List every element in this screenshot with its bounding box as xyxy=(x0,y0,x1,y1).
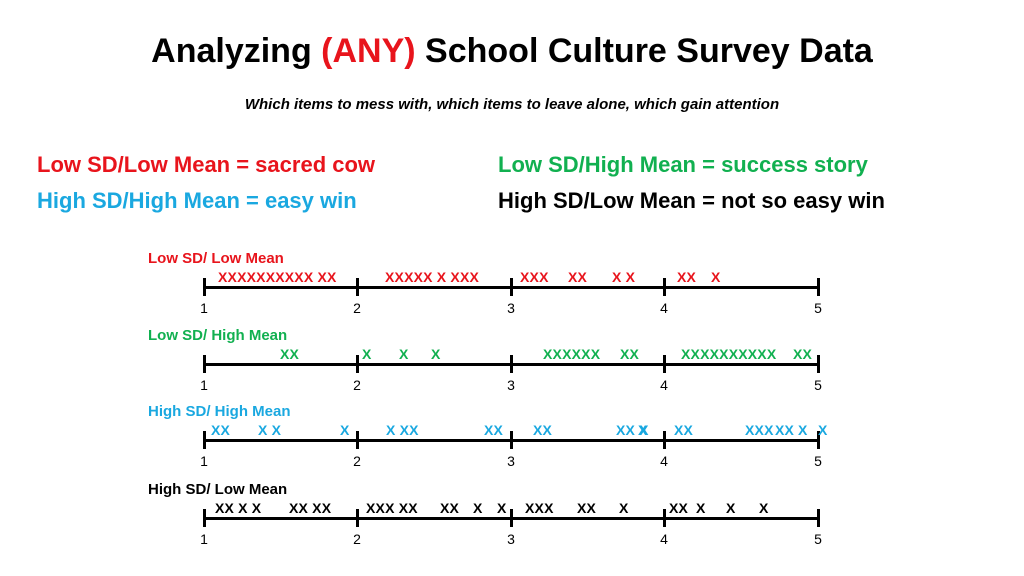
axis-tick-high-sd-high-mean-4 xyxy=(663,431,666,449)
plot-marks-high-sd-low-mean-7: XXX xyxy=(525,500,554,516)
axis-tick-high-sd-low-mean-2 xyxy=(356,509,359,527)
legend-high-sd-low-mean: High SD/Low Mean = not so easy win xyxy=(498,188,885,213)
plot-marks-low-sd-high-mean-6: XX xyxy=(620,346,640,362)
legend-high-sd-high-mean: High SD/High Mean = easy win xyxy=(37,188,357,213)
plot-marks-low-sd-low-mean-1: XXXXXXXXXX XX xyxy=(218,269,337,285)
axis-tick-label-high-sd-low-mean-3: 3 xyxy=(507,531,515,547)
axis-tick-label-low-sd-high-mean-5: 5 xyxy=(814,377,822,393)
axis-tick-low-sd-high-mean-3 xyxy=(510,355,513,373)
title-highlight: (ANY) xyxy=(321,32,416,70)
plot-label-high-sd-low-mean: High SD/ Low Mean xyxy=(148,481,288,498)
plot-marks-high-sd-low-mean-3: XXX XX xyxy=(366,500,418,516)
axis-tick-label-low-sd-low-mean-3: 3 xyxy=(507,300,515,316)
axis-tick-low-sd-low-mean-4 xyxy=(663,278,666,296)
plot-marks-low-sd-low-mean-2: XXXXX X XXX xyxy=(385,269,480,285)
axis-tick-label-high-sd-high-mean-1: 1 xyxy=(200,453,208,469)
plot-marks-high-sd-high-mean-1: XX xyxy=(211,422,231,438)
plot-marks-high-sd-high-mean-4: X XX xyxy=(386,422,419,438)
axis-tick-label-low-sd-low-mean-2: 2 xyxy=(353,300,361,316)
plot-marks-low-sd-high-mean-4: X xyxy=(431,346,441,362)
axis-tick-label-high-sd-low-mean-1: 1 xyxy=(200,531,208,547)
plot-marks-high-sd-high-mean-2: X X xyxy=(258,422,282,438)
plot-marks-high-sd-high-mean-13: X xyxy=(818,422,828,438)
plot-marks-low-sd-high-mean-3: X xyxy=(399,346,409,362)
plot-label-low-sd-high-mean: Low SD/ High Mean xyxy=(148,327,288,344)
plot-marks-high-sd-high-mean-10: XXX xyxy=(745,422,774,438)
axis-tick-low-sd-low-mean-5 xyxy=(817,278,820,296)
axis-tick-label-low-sd-low-mean-1: 1 xyxy=(200,300,208,316)
page-title: Analyzing (ANY) School Culture Survey Da… xyxy=(0,32,1024,71)
page-subtitle: Which items to mess with, which items to… xyxy=(244,96,780,113)
axis-tick-high-sd-high-mean-1 xyxy=(203,431,206,449)
plot-marks-low-sd-high-mean-8: XX xyxy=(793,346,813,362)
plot-marks-high-sd-high-mean-5: XX xyxy=(484,422,504,438)
axis-tick-high-sd-low-mean-1 xyxy=(203,509,206,527)
plot-marks-high-sd-low-mean-12: X xyxy=(726,500,736,516)
plot-marks-high-sd-high-mean-3: X xyxy=(340,422,350,438)
title-part-1: Analyzing xyxy=(151,32,322,70)
axis-tick-label-low-sd-low-mean-5: 5 xyxy=(814,300,822,316)
plot-marks-low-sd-high-mean-5: XXXXXX xyxy=(543,346,601,362)
plot-marks-high-sd-high-mean-11: XX xyxy=(775,422,795,438)
axis-tick-low-sd-low-mean-1 xyxy=(203,278,206,296)
plot-marks-low-sd-high-mean-7: XXXXXXXXXX xyxy=(681,346,777,362)
plot-marks-high-sd-low-mean-9: X xyxy=(619,500,629,516)
plot-marks-low-sd-low-mean-6: XX xyxy=(677,269,697,285)
plot-marks-high-sd-high-mean-9: XX xyxy=(674,422,694,438)
plot-label-low-sd-low-mean: Low SD/ Low Mean xyxy=(148,250,284,267)
plot-marks-high-sd-low-mean-13: X xyxy=(759,500,769,516)
plot-marks-low-sd-high-mean-2: X xyxy=(362,346,372,362)
axis-tick-low-sd-low-mean-3 xyxy=(510,278,513,296)
axis-tick-label-low-sd-high-mean-4: 4 xyxy=(660,377,668,393)
axis-tick-label-high-sd-high-mean-4: 4 xyxy=(660,453,668,469)
axis-tick-label-high-sd-high-mean-2: 2 xyxy=(353,453,361,469)
axis-tick-high-sd-high-mean-2 xyxy=(356,431,359,449)
plot-marks-high-sd-low-mean-11: X xyxy=(696,500,706,516)
plot-label-high-sd-high-mean: High SD/ High Mean xyxy=(148,403,291,420)
axis-tick-label-high-sd-low-mean-5: 5 xyxy=(814,531,822,547)
plot-marks-high-sd-high-mean-12: X xyxy=(798,422,808,438)
axis-tick-label-low-sd-high-mean-3: 3 xyxy=(507,377,515,393)
axis-tick-label-low-sd-low-mean-4: 4 xyxy=(660,300,668,316)
axis-tick-label-high-sd-high-mean-5: 5 xyxy=(814,453,822,469)
plot-marks-high-sd-low-mean-4: XX xyxy=(440,500,460,516)
plot-marks-high-sd-high-mean-6: XX xyxy=(533,422,553,438)
plot-marks-low-sd-low-mean-5: X X xyxy=(612,269,636,285)
plot-marks-low-sd-low-mean-4: XX xyxy=(568,269,588,285)
axis-tick-label-high-sd-low-mean-2: 2 xyxy=(353,531,361,547)
plot-marks-high-sd-low-mean-8: XX xyxy=(577,500,597,516)
plot-marks-high-sd-low-mean-1: XX X X xyxy=(215,500,262,516)
plot-marks-high-sd-low-mean-5: X xyxy=(473,500,483,516)
plot-marks-low-sd-low-mean-7: X xyxy=(711,269,721,285)
axis-tick-low-sd-high-mean-5 xyxy=(817,355,820,373)
axis-tick-high-sd-low-mean-3 xyxy=(510,509,513,527)
axis-tick-high-sd-high-mean-3 xyxy=(510,431,513,449)
plot-marks-high-sd-low-mean-6: X xyxy=(497,500,507,516)
axis-tick-low-sd-high-mean-4 xyxy=(663,355,666,373)
plot-marks-high-sd-high-mean-8: X xyxy=(638,422,648,438)
axis-tick-label-high-sd-low-mean-4: 4 xyxy=(660,531,668,547)
plot-marks-high-sd-high-mean-7: XX X xyxy=(616,422,649,438)
axis-tick-high-sd-low-mean-4 xyxy=(663,509,666,527)
title-part-2: School Culture Survey Data xyxy=(415,32,873,70)
plot-marks-high-sd-low-mean-2: XX XX xyxy=(289,500,332,516)
legend-low-sd-high-mean: Low SD/High Mean = success story xyxy=(498,152,868,177)
plot-marks-high-sd-low-mean-10: XX xyxy=(669,500,689,516)
axis-tick-low-sd-high-mean-2 xyxy=(356,355,359,373)
axis-tick-low-sd-high-mean-1 xyxy=(203,355,206,373)
axis-tick-label-high-sd-high-mean-3: 3 xyxy=(507,453,515,469)
axis-tick-label-low-sd-high-mean-1: 1 xyxy=(200,377,208,393)
axis-tick-high-sd-high-mean-5 xyxy=(817,431,820,449)
plot-marks-low-sd-high-mean-1: XX xyxy=(280,346,300,362)
plot-marks-low-sd-low-mean-3: XXX xyxy=(520,269,549,285)
legend-low-sd-low-mean: Low SD/Low Mean = sacred cow xyxy=(37,152,376,177)
axis-tick-high-sd-low-mean-5 xyxy=(817,509,820,527)
axis-tick-low-sd-low-mean-2 xyxy=(356,278,359,296)
axis-tick-label-low-sd-high-mean-2: 2 xyxy=(353,377,361,393)
